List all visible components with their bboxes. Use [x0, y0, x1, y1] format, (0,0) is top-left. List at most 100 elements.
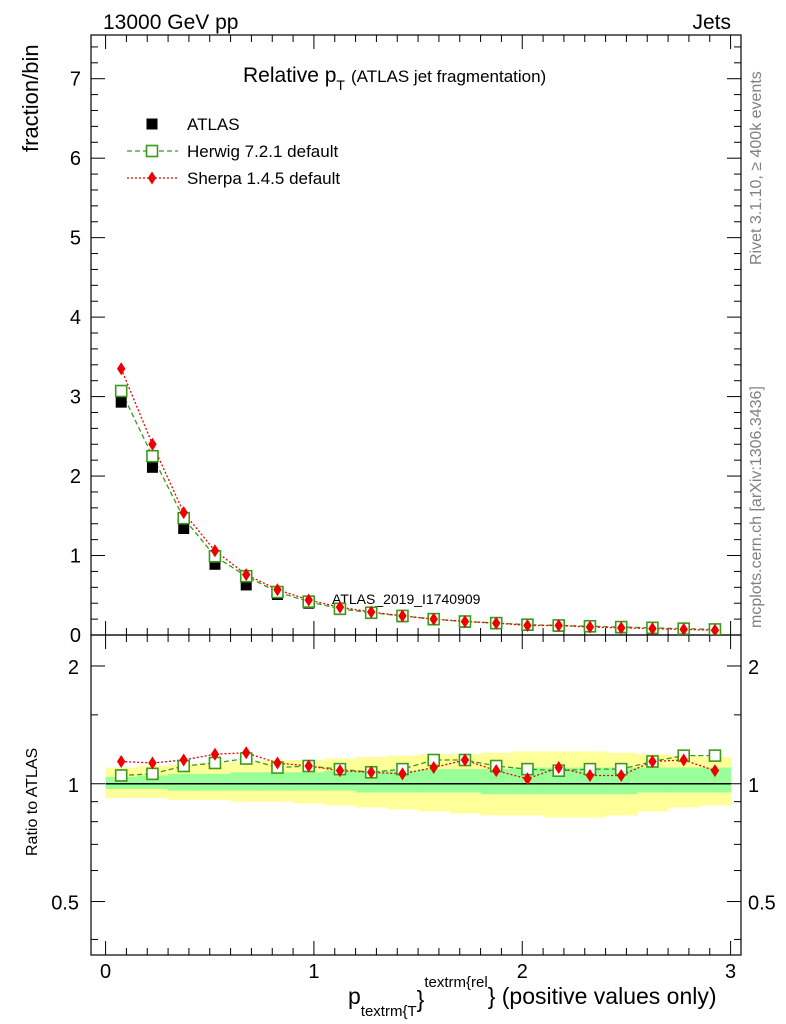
sherpa-main-point [117, 362, 126, 376]
sherpa-main-point [304, 593, 313, 607]
axes: 0 1 2 3 0 1 2 3 4 5 6 7 0.5 0.5 1 1 2 2 [51, 34, 776, 983]
band-inner-bin [449, 769, 482, 793]
x-title-rest: } (positive values only) [488, 983, 717, 1009]
band-inner-bin [261, 772, 294, 791]
legend-marker-atlas [146, 118, 158, 130]
band-inner-bin [136, 775, 169, 789]
ratio-y-tick-label-left: 2 [68, 657, 79, 679]
x-title-p: p [348, 983, 361, 1009]
sherpa-main-point [273, 583, 282, 597]
sherpa-ratio-point [148, 756, 157, 770]
sherpa-main-point [710, 623, 720, 635]
sherpa-main-point [460, 614, 470, 628]
sherpa-main-point [679, 622, 688, 635]
herwig-main-point [114, 384, 128, 398]
sherpa-main-point [179, 506, 188, 520]
sherpa-main-point [492, 616, 501, 630]
ratio-y-tick-label-right: 2 [748, 657, 759, 679]
band-inner-bin [230, 772, 263, 791]
herwig-main-point [146, 449, 159, 463]
sherpa-ratio-point [304, 759, 313, 773]
ratio-frame [90, 634, 742, 956]
sherpa-main-point [617, 621, 626, 635]
main-y-tick-label: 7 [70, 69, 81, 91]
ratio-series-layer [114, 746, 722, 786]
x-tick-label: 3 [725, 961, 736, 983]
ratio-y-tick-label-left: 1 [68, 775, 79, 797]
analysis-watermark: ATLAS_2019_I1740909 [332, 591, 481, 607]
band-inner-bin [293, 772, 325, 791]
sherpa-ratio-point [617, 768, 626, 782]
band-inner-bin [324, 770, 357, 791]
sherpa-ratio-point [460, 753, 470, 767]
sherpa-main-point [523, 618, 532, 632]
legend-label-herwig: Herwig 7.2.1 default [187, 142, 338, 161]
legend-label-sherpa: Sherpa 1.4.5 default [187, 169, 340, 188]
sherpa-ratio-point [679, 753, 688, 767]
mcplots-label: mcplots.cern.ch [arXiv:1306.3436] [748, 386, 765, 628]
main-y-tick-label: 4 [70, 307, 81, 329]
x-title-sup: textrm{rel [424, 974, 487, 991]
sherpa-ratio-point [554, 761, 563, 775]
band-inner-bin [386, 770, 419, 793]
ratio-y-tick-label-right: 1 [748, 775, 759, 797]
band-inner-bin [636, 767, 669, 793]
sherpa-main-point [554, 618, 563, 632]
ratio-y-tick-label-left: 0.5 [51, 893, 79, 915]
legend-marker-herwig [145, 144, 159, 158]
band-inner-bin [418, 769, 450, 793]
main-ylabel: fraction/bin [18, 44, 43, 152]
sherpa-main-point [429, 612, 438, 626]
legend-label-atlas: ATLAS [187, 115, 240, 134]
header-left: 13000 GeV pp [103, 11, 238, 34]
main-series-layer [114, 362, 722, 635]
sherpa-ratio-point [242, 746, 251, 760]
sherpa-main-point [335, 600, 345, 614]
legend-marker-sherpa [147, 171, 157, 185]
sherpa-ratio-point [335, 764, 345, 778]
header-right: Jets [692, 11, 731, 34]
x-title-sub: textrm{T [361, 1003, 417, 1020]
main-title-sub: T [336, 77, 345, 93]
sherpa-ratio-point [648, 754, 657, 768]
ratio-ylabel: Ratio to ATLAS [24, 748, 41, 856]
main-y-tick-label: 5 [70, 228, 81, 250]
sherpa-ratio-point [117, 754, 126, 768]
x-tick-label: 2 [517, 961, 528, 983]
atlas-main-point [240, 579, 252, 591]
sherpa-ratio-point [523, 772, 532, 786]
main-y-tick-label: 2 [70, 466, 81, 488]
main-title-rest: (ATLAS jet fragmentation) [351, 67, 546, 86]
sherpa-ratio-point [210, 747, 220, 761]
sherpa-main-point [648, 622, 657, 635]
sherpa-ratio-line [121, 752, 716, 780]
band-inner-bin [199, 773, 232, 791]
sherpa-main-point [210, 544, 220, 558]
sherpa-ratio-point [273, 756, 282, 770]
main-y-tick-label: 1 [70, 546, 81, 568]
sherpa-ratio-point [429, 761, 438, 775]
sherpa-ratio-point [367, 765, 376, 779]
main-y-tick-label: 3 [70, 387, 81, 409]
sherpa-main-point [148, 437, 157, 451]
legend: ATLAS Herwig 7.2.1 default Sherpa 1.4.5 de… [127, 115, 340, 188]
ratio-y-tick-label-right: 0.5 [748, 893, 776, 915]
band-inner-bin [668, 767, 700, 793]
rivet-label: Rivet 3.1.10, ≥ 400k events [748, 71, 765, 265]
x-tick-label: 1 [308, 961, 319, 983]
herwig-ratio-point [708, 749, 722, 762]
band-inner-bin [355, 770, 388, 793]
atlas-main-point [178, 523, 190, 535]
atlas-main-point [115, 396, 127, 408]
atlas-main-point [146, 461, 158, 473]
sherpa-main-point [367, 605, 376, 619]
sherpa-ratio-point [585, 768, 595, 782]
sherpa-main-point [242, 568, 251, 582]
sherpa-ratio-point [492, 764, 501, 778]
sherpa-main-point [585, 620, 595, 634]
herwig-ratio-point [146, 767, 159, 781]
x-tick-label: 0 [100, 961, 111, 983]
band-inner-bin [168, 773, 200, 791]
